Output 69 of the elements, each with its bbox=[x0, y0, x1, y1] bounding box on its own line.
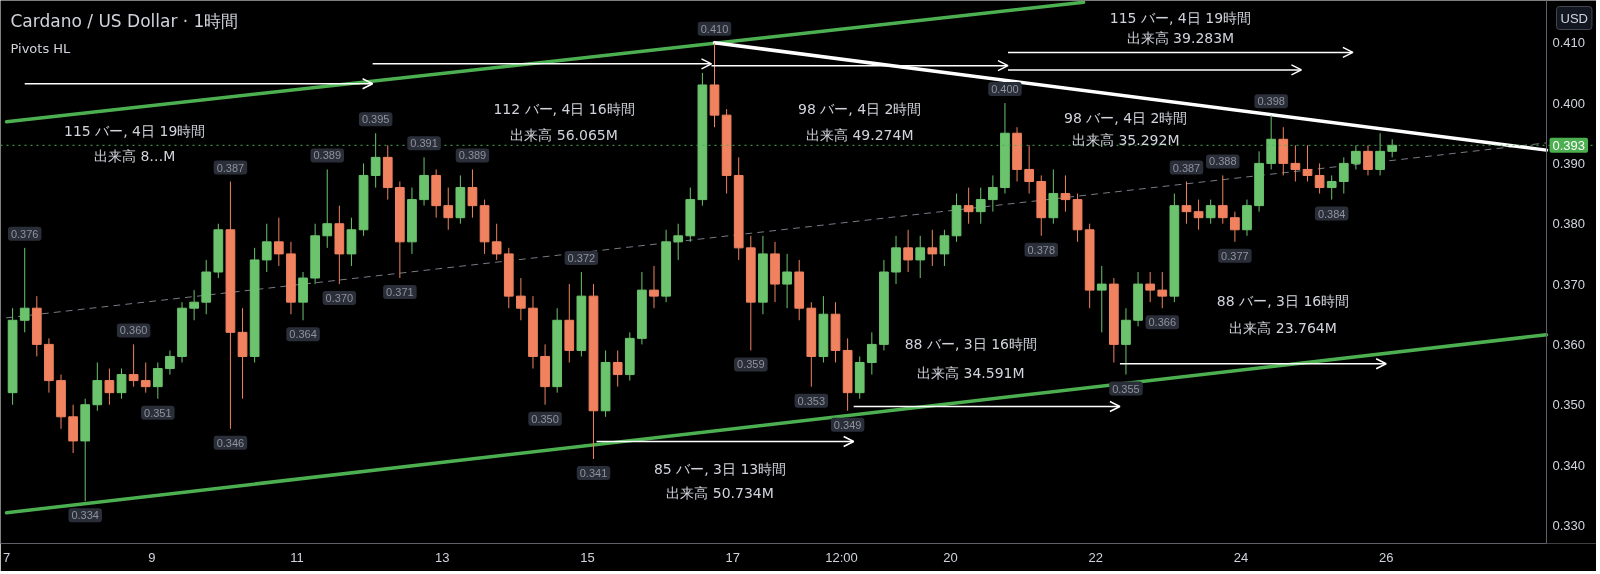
y-tick-label: 0.330 bbox=[1552, 517, 1586, 533]
annotation: 0.387 bbox=[216, 161, 245, 174]
x-tick-label: 20 bbox=[943, 549, 958, 565]
text: Cardano / US Dollar · 1時間 bbox=[10, 10, 239, 31]
annotation: 0.398 bbox=[1257, 95, 1285, 108]
x-tick-label: 9 bbox=[148, 549, 156, 565]
annotation: 0.400 bbox=[991, 83, 1019, 96]
y-axis-title: USD bbox=[1560, 10, 1588, 26]
x-tick-label: 15 bbox=[580, 549, 595, 565]
annotation: 0.350 bbox=[531, 412, 559, 425]
annotation: 出来高 8…M bbox=[93, 147, 176, 164]
annotation: 98 バー, 4日 2時間 bbox=[798, 100, 922, 117]
annotation: 0.360 bbox=[119, 324, 148, 337]
y-tick-label: 0.390 bbox=[1552, 155, 1586, 171]
annotation: 98 バー, 4日 2時間 bbox=[1063, 109, 1188, 126]
y-tick-label: 0.370 bbox=[1552, 276, 1586, 292]
text: Pivots HL bbox=[10, 40, 72, 56]
annotation: 0.389 bbox=[458, 149, 487, 162]
annotation: 出来高 35.292M bbox=[1071, 131, 1180, 148]
annotation: 0.346 bbox=[216, 436, 245, 449]
annotation: 出来高 34.591M bbox=[917, 364, 1025, 381]
x-tick-label: 13 bbox=[434, 549, 450, 565]
annotation: 88 バー, 3日 16時間 bbox=[1216, 292, 1350, 309]
x-tick-label: 12:00 bbox=[825, 549, 858, 565]
annotation: 0.410 bbox=[700, 22, 729, 35]
annotation: 出来高 39.283M bbox=[1126, 30, 1235, 47]
y-tick-label: 0.350 bbox=[1552, 397, 1586, 413]
y-tick-label: 0.340 bbox=[1552, 457, 1586, 473]
annotation: 0.371 bbox=[386, 286, 414, 299]
x-tick-label: 24 bbox=[1233, 549, 1249, 565]
y-tick-label: 0.410 bbox=[1552, 35, 1586, 51]
annotation: 出来高 56.065M bbox=[510, 126, 618, 143]
annotation: 出来高 50.734M bbox=[666, 484, 774, 501]
annotation: 0.334 bbox=[71, 509, 99, 522]
annotation: 0.370 bbox=[325, 292, 354, 305]
y-tick-label: 0.380 bbox=[1552, 216, 1586, 232]
annotation: 0.372 bbox=[567, 252, 596, 264]
annotation: 0.395 bbox=[361, 113, 390, 126]
annotation: 出来高 49.274M bbox=[805, 126, 914, 143]
annotation: 0.364 bbox=[289, 328, 317, 341]
x-tick-label: 7 bbox=[2, 549, 11, 565]
annotation: 85 バー, 3日 13時間 bbox=[653, 460, 787, 477]
x-tick-label: 17 bbox=[725, 549, 740, 565]
annotation: 0.377 bbox=[1221, 249, 1249, 262]
annotation: 0.366 bbox=[1148, 316, 1177, 329]
annotation: 112 バー, 4日 16時間 bbox=[493, 100, 635, 117]
annotation: 0.387 bbox=[1172, 161, 1201, 174]
annotation: 0.349 bbox=[833, 418, 862, 431]
annotation: 88 バー, 3日 16時間 bbox=[904, 335, 1037, 352]
annotation: 0.353 bbox=[797, 394, 826, 407]
x-tick-label: 22 bbox=[1088, 549, 1103, 565]
y-tick-label: 0.360 bbox=[1552, 336, 1586, 352]
annotation: 0.351 bbox=[144, 406, 172, 419]
x-tick-label: 11 bbox=[290, 549, 304, 565]
annotation: 115 バー, 4日 19時間 bbox=[64, 122, 206, 139]
annotation: 0.341 bbox=[579, 467, 608, 480]
annotation: 0.355 bbox=[1112, 382, 1140, 395]
annotation: 115 バー, 4日 19時間 bbox=[1109, 10, 1252, 27]
annotation: 0.391 bbox=[410, 137, 438, 150]
y-tick-label: 0.400 bbox=[1552, 95, 1586, 111]
annotation: 出来高 23.764M bbox=[1229, 319, 1337, 336]
annotation: 0.376 bbox=[10, 227, 39, 240]
annotation: 0.389 bbox=[313, 149, 342, 162]
ref-line-label: 0.393 bbox=[1552, 137, 1586, 153]
annotation: 0.388 bbox=[1209, 155, 1237, 168]
x-tick-label: 26 bbox=[1378, 549, 1394, 565]
annotation: 0.378 bbox=[1027, 243, 1056, 256]
annotation: 0.384 bbox=[1317, 207, 1346, 220]
annotation: 0.359 bbox=[737, 358, 765, 371]
